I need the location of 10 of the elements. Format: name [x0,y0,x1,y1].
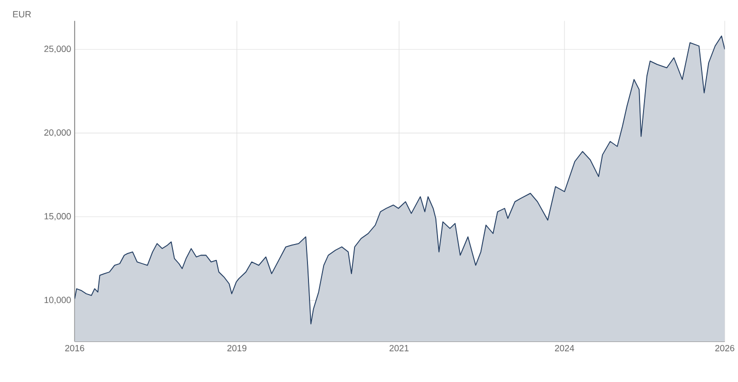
y-tick-label: 15,000 [44,212,71,220]
x-tick-label: 2026 [715,344,734,352]
y-tick-label: 25,000 [44,46,71,53]
y-tick-label: 20,000 [44,129,71,137]
x-tick-label: 2019 [227,344,246,352]
y-axis-title: EUR [13,11,31,18]
y-tick-label: 10,000 [44,296,71,304]
x-tick-label: 2024 [555,344,574,352]
x-tick-label: 2021 [390,344,409,352]
x-tick-label: 2016 [65,344,84,352]
